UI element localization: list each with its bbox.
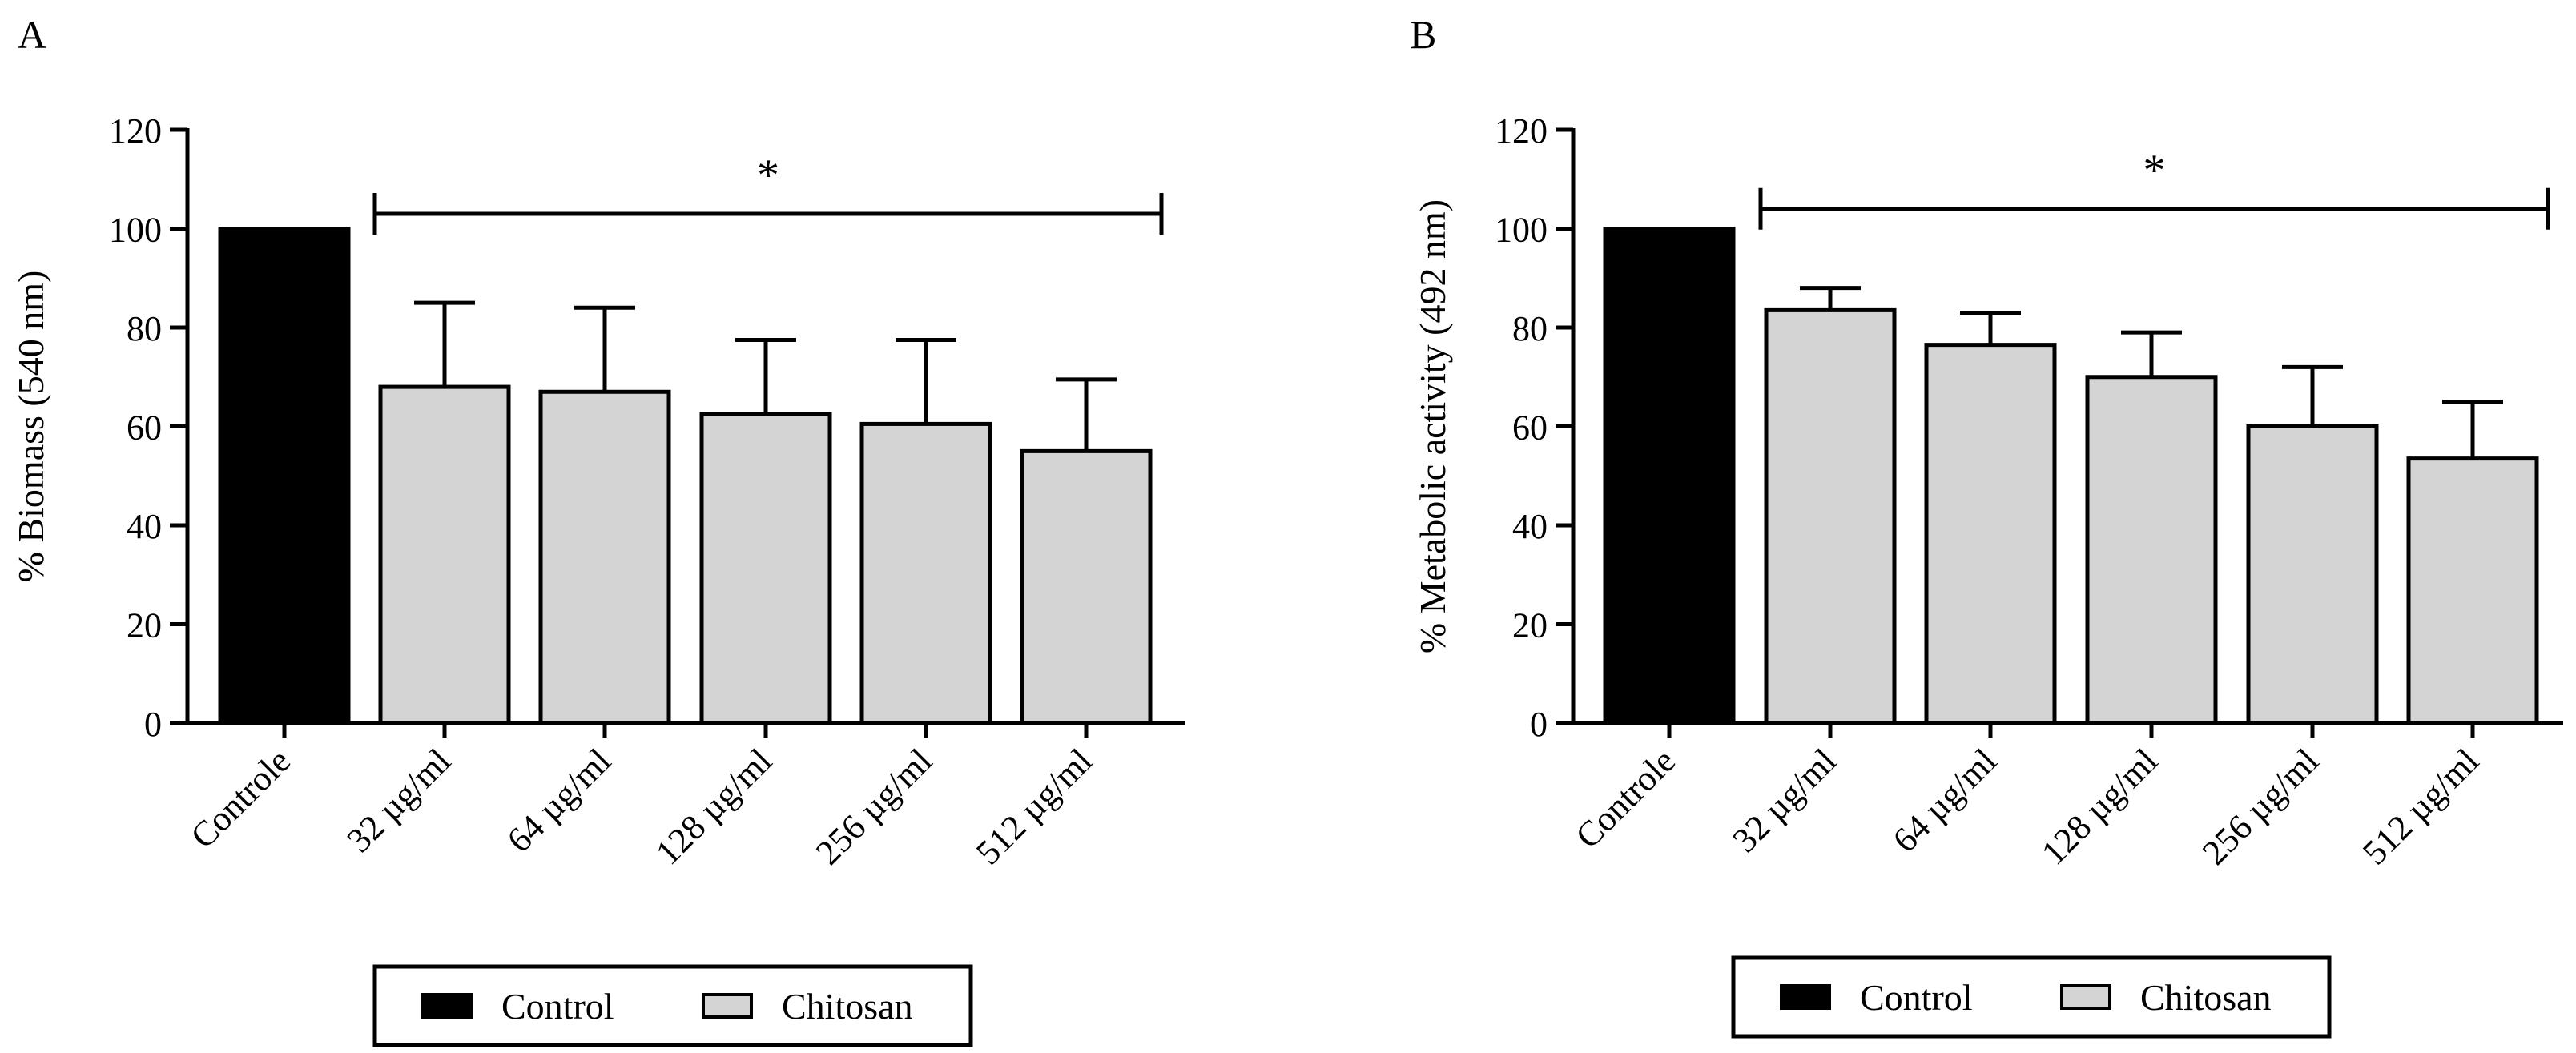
panel-a-bar-5: [1020, 448, 1153, 725]
panel-b-bar-5: [2406, 456, 2539, 725]
panel-a-x-tick-label-1: 32 µg/ml: [340, 741, 459, 860]
panel-b-legend: Control Chitosan: [1731, 955, 2332, 1039]
panel-a-y-tick-label-3: 60: [127, 408, 162, 448]
panel-a-bar-4: [859, 421, 992, 725]
panel-a-legend: Control Chitosan: [372, 964, 973, 1047]
panel-b-bar-2: [1924, 343, 2057, 725]
panel-a-legend-swatch-0: [421, 993, 473, 1019]
panel-b-y-tick-label-6: 120: [1495, 111, 1548, 151]
panel-b-significance-symbol: *: [2143, 146, 2166, 195]
panel-a-y-tick-label-0: 0: [144, 705, 162, 744]
panel-b-x-tick-label-3: 128 µg/ml: [2034, 741, 2165, 872]
panel-b-x-tick-label-4: 256 µg/ml: [2195, 741, 2326, 872]
panel-a-x-tick-label-3: 128 µg/ml: [648, 741, 779, 872]
panel-b-legend-box: [1731, 955, 2332, 1039]
panel-b: B % Metabolic activity (492 nm) Controle 32…: [1410, 12, 2563, 1039]
panel-b-x-tick-label-2: 64 µg/ml: [1886, 741, 2005, 860]
panel-b-bar-1: [1764, 307, 1897, 725]
panel-a-y-axis-label: % Biomass (540 nm): [10, 271, 51, 583]
panel-a-x-tick-label-0: Controle: [183, 741, 299, 856]
panel-a-bar-2: [538, 389, 671, 725]
panel-a-label: A: [18, 12, 46, 57]
panel-b-significance-bracket: *: [1758, 146, 2550, 230]
panel-a-x-tick-label-5: 512 µg/ml: [968, 741, 1100, 872]
panel-a-legend-box: [372, 964, 973, 1047]
panel-b-x-tick-label-1: 32 µg/ml: [1725, 741, 1845, 860]
panel-a-bar-0: [218, 227, 351, 725]
panel-b-legend-label-1: Chitosan: [2140, 977, 2272, 1018]
panel-b-y-tick-label-1: 20: [1512, 606, 1548, 645]
panel-b-y-tick-label-4: 80: [1512, 309, 1548, 348]
panel-b-x-tick-label-5: 512 µg/ml: [2355, 741, 2486, 872]
panel-a-bar-1: [378, 384, 511, 725]
panel-a-legend-label-1: Chitosan: [782, 986, 913, 1027]
panel-b-bar-0: [1603, 227, 1736, 725]
panel-a-bar-3: [699, 412, 832, 725]
panel-a-y-tick-label-2: 40: [127, 507, 162, 546]
panel-b-legend-swatch-1: [2060, 984, 2111, 1010]
panel-b-x-tick-label-0: Controle: [1568, 741, 1684, 856]
panel-a-x-tick-label-4: 256 µg/ml: [808, 741, 940, 872]
panel-b-y-tick-label-3: 60: [1512, 408, 1548, 448]
panel-b-bar-4: [2246, 424, 2379, 725]
panel-b-legend-swatch-0: [1780, 984, 1831, 1010]
panel-a-y-tick-label-6: 120: [109, 111, 162, 151]
panel-a-y-tick-label-5: 100: [109, 211, 162, 250]
panel-b-y-tick-label-0: 0: [1530, 705, 1548, 744]
panel-a-legend-label-0: Control: [501, 986, 614, 1027]
panel-b-bar-3: [2085, 375, 2218, 725]
panel-a-significance-symbol: *: [757, 151, 779, 200]
panel-a-y-tick-label-1: 20: [127, 606, 162, 645]
panel-b-legend-label-0: Control: [1860, 977, 1973, 1018]
panel-a-x-tick-label-2: 64 µg/ml: [500, 741, 619, 860]
panel-b-y-tick-label-2: 40: [1512, 507, 1548, 546]
panel-b-label: B: [1410, 12, 1436, 57]
panel-a-y-tick-label-4: 80: [127, 309, 162, 348]
panel-a-legend-swatch-1: [702, 993, 753, 1019]
panel-b-y-tick-label-5: 100: [1495, 211, 1548, 250]
panel-a: A % Biomass (540 nm) Controle 32 µg/ml 64 µg…: [10, 12, 1185, 1047]
panel-a-significance-bracket: *: [372, 151, 1164, 235]
panel-b-y-axis-label: % Metabolic activity (492 nm): [1412, 199, 1453, 653]
